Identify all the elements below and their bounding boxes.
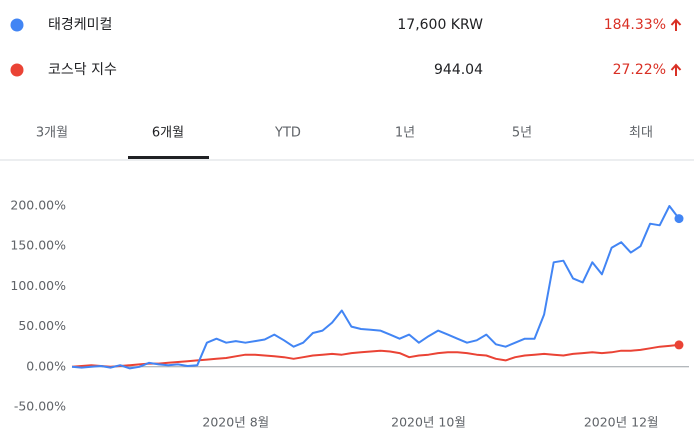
x-tick-label: 2020년 8월	[202, 415, 269, 430]
y-tick-label: 0.00%	[26, 358, 66, 373]
y-tick-label: 200.00%	[10, 198, 66, 213]
end-point	[674, 214, 684, 224]
y-tick-label: -50.00%	[14, 399, 66, 414]
price: 944.04	[434, 62, 483, 78]
up-arrow	[670, 63, 682, 76]
range-tab[interactable]: 6개월	[152, 126, 184, 141]
range-tab[interactable]: 5년	[512, 126, 532, 141]
end-point	[674, 340, 684, 350]
y-tick-label: 50.00%	[18, 318, 66, 333]
y-tick-label: 150.00%	[10, 238, 66, 253]
series-line	[71, 205, 680, 370]
up-arrow	[670, 18, 682, 31]
legend-dot	[10, 63, 24, 77]
range-tab[interactable]: 최대	[629, 126, 653, 141]
range-tab[interactable]: 3개월	[36, 126, 68, 141]
change: 27.22%	[613, 62, 666, 78]
range-tab[interactable]: YTD	[274, 126, 301, 141]
legend-name: 태경케미컬	[48, 17, 112, 33]
x-tick-label: 2020년 10월	[391, 415, 466, 430]
series-line	[71, 343, 680, 368]
price: 17,600 KRW	[397, 17, 483, 33]
range-tab[interactable]: 1년	[395, 126, 415, 141]
legend-name: 코스닥 지수	[48, 62, 117, 78]
y-tick-label: 100.00%	[10, 278, 66, 293]
x-tick-label: 2020년 12월	[584, 415, 659, 430]
legend-dot	[10, 18, 24, 32]
change: 184.33%	[604, 17, 666, 33]
selected-tab-indicator	[128, 156, 209, 159]
